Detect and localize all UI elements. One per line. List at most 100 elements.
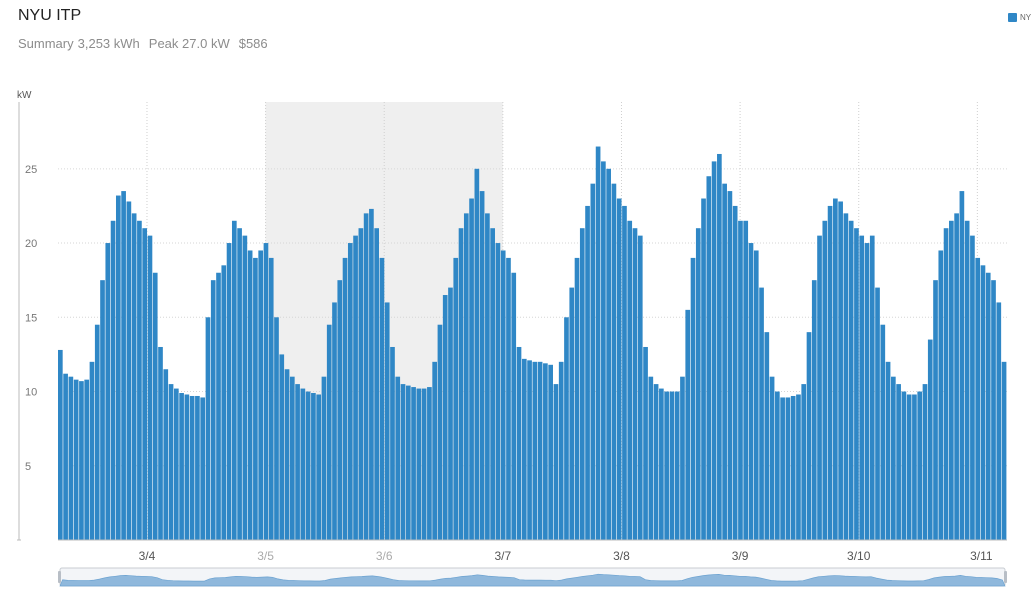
bar bbox=[827, 205, 833, 540]
bar bbox=[669, 391, 675, 540]
bar bbox=[769, 376, 775, 540]
bar bbox=[195, 395, 200, 540]
bar bbox=[648, 376, 654, 540]
summary-label: Summary bbox=[18, 36, 74, 51]
bar bbox=[1001, 361, 1007, 540]
bar bbox=[142, 228, 148, 540]
bar bbox=[173, 388, 179, 540]
bar bbox=[58, 349, 63, 540]
x-tick-label: 3/11 bbox=[970, 549, 993, 563]
bar bbox=[131, 213, 137, 541]
bar bbox=[458, 228, 464, 540]
bar bbox=[643, 346, 648, 540]
bar bbox=[279, 354, 285, 540]
bar bbox=[548, 364, 553, 540]
total-cost: $586 bbox=[238, 36, 268, 51]
bar bbox=[864, 243, 870, 541]
bar bbox=[295, 384, 300, 540]
bar bbox=[126, 201, 132, 541]
bar bbox=[300, 388, 306, 540]
bar bbox=[891, 376, 896, 540]
bar bbox=[601, 161, 606, 540]
bar bbox=[785, 397, 791, 540]
bar bbox=[711, 161, 717, 540]
bar bbox=[927, 339, 933, 540]
bar bbox=[442, 295, 448, 540]
navigator-series bbox=[59, 573, 1006, 587]
bar bbox=[985, 272, 991, 540]
bar bbox=[479, 191, 485, 540]
bar bbox=[606, 168, 611, 540]
bar bbox=[63, 373, 68, 540]
bar bbox=[463, 213, 469, 541]
bar bbox=[448, 287, 453, 540]
bar bbox=[780, 397, 785, 540]
bar bbox=[305, 391, 311, 540]
bar bbox=[543, 363, 548, 540]
bar bbox=[242, 235, 248, 540]
bar bbox=[395, 376, 401, 540]
y-tick-label: 20 bbox=[25, 238, 37, 250]
x-tick-label: 3/8 bbox=[613, 549, 630, 563]
bar bbox=[743, 220, 749, 540]
bar bbox=[822, 220, 828, 540]
bar bbox=[79, 381, 84, 540]
bar bbox=[532, 361, 538, 540]
y-tick-label: 5 bbox=[25, 461, 31, 473]
bar bbox=[664, 391, 669, 540]
bar bbox=[811, 280, 817, 540]
bar bbox=[179, 393, 184, 540]
bar bbox=[379, 257, 385, 540]
bar bbox=[432, 361, 437, 540]
bar bbox=[163, 369, 169, 540]
bar bbox=[500, 250, 506, 540]
bar bbox=[943, 228, 949, 540]
bar bbox=[210, 280, 216, 540]
bar bbox=[115, 195, 121, 541]
bar bbox=[753, 250, 759, 540]
bar bbox=[437, 324, 443, 540]
y-tick-label: 25 bbox=[25, 164, 37, 176]
bar bbox=[859, 235, 865, 540]
peak-demand: Peak 27.0 kW bbox=[148, 36, 230, 51]
bar bbox=[838, 201, 843, 541]
bar bbox=[659, 388, 664, 540]
bar bbox=[258, 250, 264, 540]
bar bbox=[806, 332, 812, 540]
bar bbox=[474, 168, 480, 540]
bar bbox=[537, 361, 543, 540]
bar bbox=[970, 235, 975, 540]
bar bbox=[869, 235, 875, 540]
bar bbox=[912, 394, 917, 540]
bar bbox=[775, 391, 780, 540]
bar bbox=[495, 243, 501, 541]
bar bbox=[843, 213, 849, 541]
bar bbox=[347, 243, 353, 541]
bar bbox=[796, 394, 801, 540]
bar bbox=[73, 379, 79, 540]
bar bbox=[247, 250, 253, 540]
bar bbox=[574, 257, 580, 540]
bar bbox=[585, 205, 590, 540]
legend-item[interactable]: NYU ITP bbox=[1008, 13, 1031, 22]
bar bbox=[579, 228, 585, 540]
bar bbox=[216, 272, 221, 540]
x-tick-label: 3/9 bbox=[732, 549, 749, 563]
navigator-handle-right bbox=[1004, 571, 1007, 583]
bar bbox=[732, 205, 738, 540]
bar bbox=[263, 243, 269, 541]
bar bbox=[938, 250, 944, 540]
bar bbox=[226, 243, 232, 541]
bar bbox=[622, 205, 627, 540]
bar bbox=[110, 220, 116, 540]
bar bbox=[68, 376, 74, 540]
bar bbox=[717, 153, 722, 540]
bar bbox=[706, 176, 712, 541]
bar bbox=[268, 257, 274, 540]
y-tick-label: 10 bbox=[25, 387, 37, 399]
bar bbox=[521, 358, 527, 540]
bar bbox=[954, 213, 959, 541]
bar bbox=[384, 302, 390, 540]
x-tick-label: 3/4 bbox=[139, 549, 156, 563]
